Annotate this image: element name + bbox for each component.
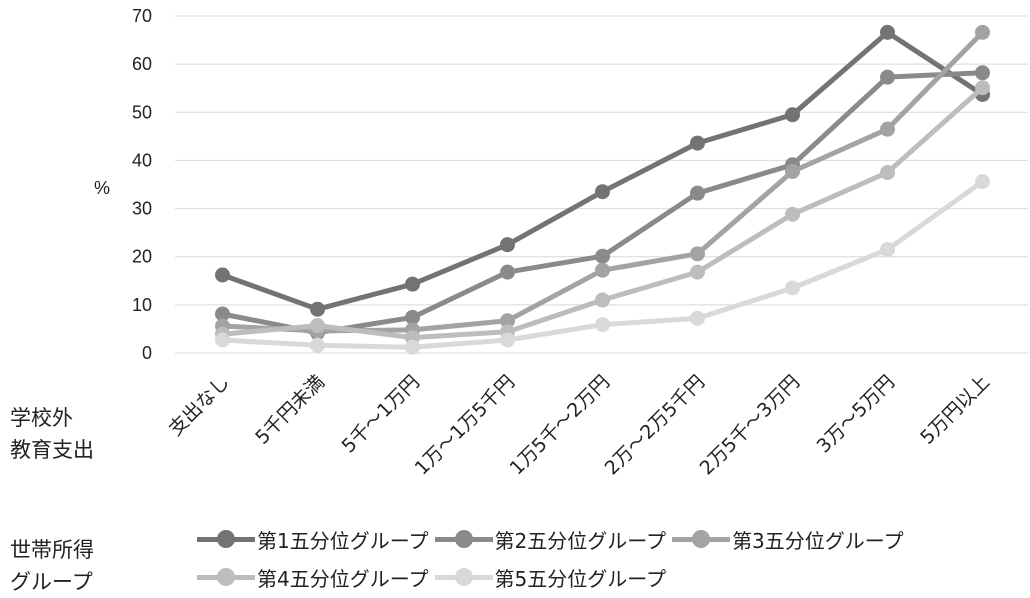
data-point bbox=[785, 107, 800, 123]
legend-swatch bbox=[670, 529, 732, 549]
y-tick-label: 50 bbox=[132, 102, 152, 122]
legend-swatch bbox=[195, 529, 257, 549]
data-point bbox=[880, 69, 895, 85]
data-point bbox=[975, 174, 990, 190]
x-tick-label: 支出なし bbox=[165, 371, 234, 440]
data-point bbox=[690, 310, 705, 326]
data-point bbox=[405, 276, 420, 292]
data-point bbox=[215, 267, 230, 283]
y-tick-label: 20 bbox=[132, 247, 152, 267]
data-point bbox=[500, 332, 515, 348]
y-tick-label: 10 bbox=[132, 295, 152, 315]
data-point bbox=[595, 184, 610, 200]
legend-row: 第4五分位グループ 第5五分位グループ bbox=[195, 558, 1015, 596]
data-point bbox=[215, 306, 230, 322]
y-tick-label: 60 bbox=[132, 54, 152, 74]
legend-swatch bbox=[433, 529, 495, 549]
x-tick-label: 5万円以上 bbox=[916, 371, 994, 449]
data-point bbox=[500, 313, 515, 329]
x-axis-ticks: 支出なし 5千円未満 5千～1万円1万～1万5千円1万5千～2万円2万～2万5千円2… bbox=[165, 371, 994, 479]
data-point bbox=[595, 248, 610, 264]
legend-item: 第3五分位グループ bbox=[670, 525, 904, 554]
y-tick-label: 40 bbox=[132, 150, 152, 170]
data-point bbox=[690, 246, 705, 262]
y-tick-label: 70 bbox=[132, 6, 152, 26]
x-tick-label: 5千～1万円 bbox=[338, 371, 424, 457]
legend-label: 第1五分位グループ bbox=[257, 528, 429, 553]
legend: 第1五分位グループ 第2五分位グループ 第3五分位グループ 第4五分位グループ 第5五… bbox=[195, 520, 1015, 596]
legend-item: 第1五分位グループ bbox=[195, 525, 429, 554]
y-axis-ticks: 0 10 20 30 40 50 60 70 bbox=[132, 6, 152, 363]
data-point bbox=[215, 332, 230, 348]
data-point bbox=[880, 121, 895, 137]
data-point bbox=[500, 237, 515, 253]
x-tick-label: 1万5千～2万円 bbox=[506, 371, 614, 479]
data-point bbox=[785, 280, 800, 296]
data-point bbox=[405, 339, 420, 355]
data-point bbox=[880, 241, 895, 257]
data-point bbox=[310, 337, 325, 353]
x-tick-label: 5千円未満 bbox=[251, 371, 329, 449]
data-point bbox=[785, 206, 800, 222]
series-5 bbox=[215, 174, 990, 355]
data-point bbox=[975, 65, 990, 81]
data-point bbox=[595, 262, 610, 278]
legend-item: 第5五分位グループ bbox=[433, 563, 667, 592]
data-point bbox=[975, 24, 990, 40]
legend-label: 第2五分位グループ bbox=[494, 528, 667, 553]
x-tick-label: 2万～2万5千円 bbox=[601, 371, 709, 479]
data-point bbox=[785, 164, 800, 180]
data-point bbox=[690, 264, 705, 280]
data-point bbox=[880, 24, 895, 40]
x-tick-label: 3万～5万円 bbox=[813, 371, 899, 457]
x-tick-label: 1万～1万5千円 bbox=[411, 371, 519, 479]
legend-item: 第4五分位グループ bbox=[195, 563, 429, 592]
x-tick-label: 2万5千～3万円 bbox=[696, 371, 804, 479]
series-3 bbox=[215, 24, 990, 339]
data-point bbox=[690, 135, 705, 151]
legend-label: 第4五分位グループ bbox=[257, 566, 429, 591]
data-point bbox=[500, 264, 515, 280]
legend-row: 第1五分位グループ 第2五分位グループ 第3五分位グループ bbox=[195, 520, 1015, 558]
data-point bbox=[405, 309, 420, 325]
legend-item: 第2五分位グループ bbox=[433, 525, 667, 554]
data-point bbox=[595, 292, 610, 308]
data-point bbox=[690, 185, 705, 201]
data-point bbox=[880, 164, 895, 180]
legend-title: 世帯所得 グループ bbox=[10, 538, 94, 594]
data-point bbox=[310, 301, 325, 317]
legend-label: 第5五分位グループ bbox=[494, 566, 667, 591]
series-4 bbox=[215, 80, 990, 346]
legend-swatch bbox=[433, 567, 495, 587]
y-tick-label: 30 bbox=[132, 199, 152, 219]
y-axis-unit: % bbox=[94, 178, 111, 198]
legend-swatch bbox=[195, 567, 257, 587]
series-lines bbox=[215, 24, 990, 355]
y-tick-label: 0 bbox=[142, 343, 152, 363]
data-point bbox=[975, 80, 990, 96]
data-point bbox=[310, 318, 325, 334]
x-axis-label: 学校外 教育支出 bbox=[10, 406, 94, 462]
data-point bbox=[595, 317, 610, 333]
legend-label: 第3五分位グループ bbox=[732, 528, 904, 553]
